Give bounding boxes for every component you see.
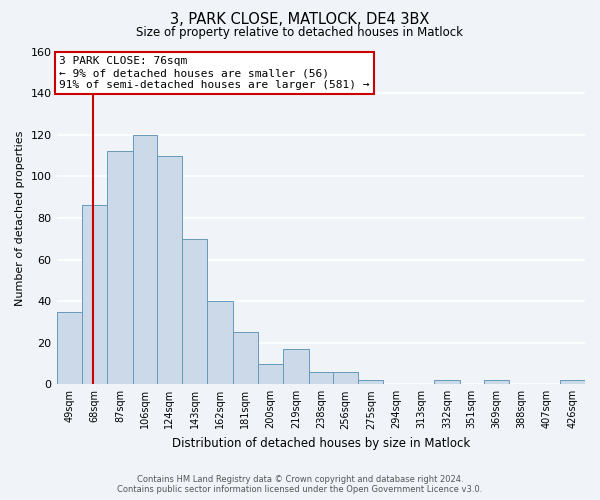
Bar [309, 372, 333, 384]
Bar [358, 380, 383, 384]
Bar [560, 380, 585, 384]
Text: 3 PARK CLOSE: 76sqm
← 9% of detached houses are smaller (56)
91% of semi-detache: 3 PARK CLOSE: 76sqm ← 9% of detached hou… [59, 56, 370, 90]
Bar [434, 380, 460, 384]
Bar [258, 364, 283, 384]
Text: Size of property relative to detached houses in Matlock: Size of property relative to detached ho… [137, 26, 464, 39]
Bar [283, 349, 309, 384]
Text: Contains HM Land Registry data © Crown copyright and database right 2024.
Contai: Contains HM Land Registry data © Crown c… [118, 474, 482, 494]
Bar [107, 152, 133, 384]
Bar [133, 134, 157, 384]
X-axis label: Distribution of detached houses by size in Matlock: Distribution of detached houses by size … [172, 437, 470, 450]
Bar [233, 332, 258, 384]
Bar [157, 156, 182, 384]
Y-axis label: Number of detached properties: Number of detached properties [15, 130, 25, 306]
Text: 3, PARK CLOSE, MATLOCK, DE4 3BX: 3, PARK CLOSE, MATLOCK, DE4 3BX [170, 12, 430, 28]
Bar [484, 380, 509, 384]
Bar [82, 206, 107, 384]
Bar [182, 238, 208, 384]
Bar [208, 301, 233, 384]
Bar [56, 312, 82, 384]
Bar [333, 372, 358, 384]
